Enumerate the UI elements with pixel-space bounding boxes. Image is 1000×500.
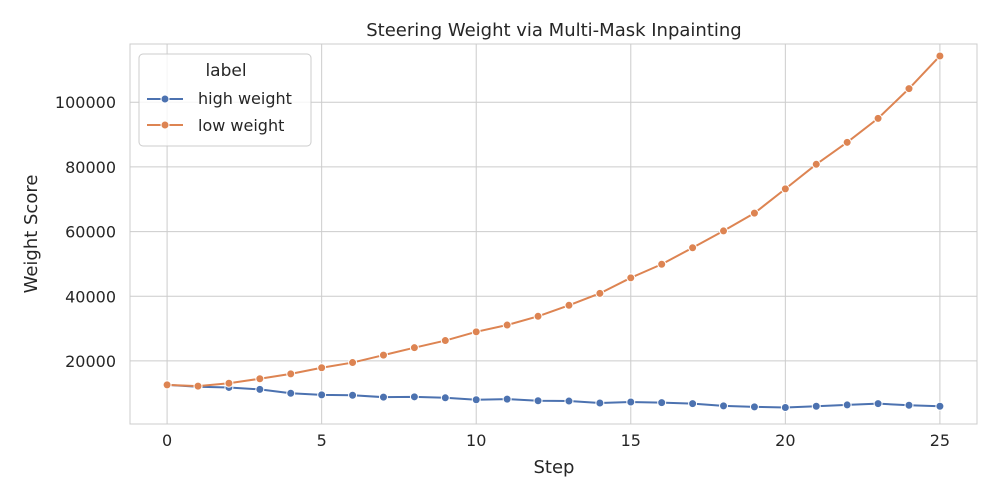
data-point-high-weight (811, 401, 821, 411)
data-point-high-weight (317, 390, 327, 400)
data-point-low-weight (502, 320, 512, 330)
data-point-low-weight (162, 380, 172, 390)
legend-title: label (205, 61, 246, 81)
data-point-low-weight (224, 378, 234, 388)
data-point-high-weight (348, 390, 358, 400)
legend-label-low-weight: low weight (198, 116, 284, 135)
data-point-low-weight (286, 369, 296, 379)
x-tick-label: 5 (317, 431, 327, 450)
y-tick-label: 40000 (65, 287, 116, 306)
y-tick-labels: 20000 40000 60000 80000 100000 (55, 93, 116, 371)
data-point-high-weight (842, 400, 852, 410)
x-tick-label: 20 (775, 431, 795, 450)
x-tick-label: 10 (466, 431, 486, 450)
y-tick-label: 20000 (65, 352, 116, 371)
data-point-high-weight (502, 394, 512, 404)
data-point-high-weight (533, 396, 543, 406)
data-point-high-weight (780, 403, 790, 413)
data-point-low-weight (935, 51, 945, 61)
y-tick-label: 80000 (65, 158, 116, 177)
data-point-high-weight (440, 393, 450, 403)
legend-label-high-weight: high weight (198, 89, 292, 108)
data-point-low-weight (749, 208, 759, 218)
legend-marker-high-weight (160, 94, 170, 104)
x-tick-label: 15 (621, 431, 641, 450)
y-axis-label: Weight Score (21, 175, 42, 294)
data-point-high-weight (409, 392, 419, 402)
series-layer (162, 51, 945, 413)
data-point-high-weight (564, 396, 574, 406)
data-point-low-weight (255, 374, 265, 384)
data-point-low-weight (378, 350, 388, 360)
data-point-low-weight (193, 381, 203, 391)
x-tick-label: 0 (162, 431, 172, 450)
data-point-high-weight (873, 399, 883, 409)
data-point-low-weight (719, 226, 729, 236)
legend: label high weight low weight (138, 53, 312, 147)
data-point-low-weight (842, 137, 852, 147)
series-line-low-weight (167, 55, 941, 388)
x-tick-label: 25 (930, 431, 950, 450)
data-point-low-weight (904, 84, 914, 94)
data-point-high-weight (657, 398, 667, 408)
data-point-high-weight (935, 401, 945, 411)
data-point-low-weight (873, 113, 883, 123)
data-point-high-weight (688, 399, 698, 409)
data-point-low-weight (564, 300, 574, 310)
y-tick-label: 100000 (55, 93, 116, 112)
grid-lines (130, 44, 977, 424)
y-tick-label: 60000 (65, 223, 116, 242)
chart-title: Steering Weight via Multi-Mask Inpaintin… (366, 20, 741, 41)
data-point-high-weight (286, 388, 296, 398)
data-point-high-weight (626, 397, 636, 407)
data-point-low-weight (317, 363, 327, 373)
x-axis-label: Step (534, 457, 575, 478)
data-point-low-weight (440, 336, 450, 346)
data-point-high-weight (904, 400, 914, 410)
data-point-low-weight (688, 243, 698, 253)
data-point-low-weight (471, 327, 481, 337)
x-tick-labels: 0 5 10 15 20 25 (162, 431, 950, 450)
data-point-low-weight (533, 311, 543, 321)
legend-marker-low-weight (160, 120, 170, 130)
data-point-low-weight (348, 358, 358, 368)
data-point-high-weight (471, 395, 481, 405)
series-low-weight (162, 51, 945, 391)
data-point-low-weight (811, 159, 821, 169)
data-point-low-weight (780, 184, 790, 194)
data-point-high-weight (719, 401, 729, 411)
legend-box (138, 53, 312, 147)
data-point-low-weight (595, 288, 605, 298)
data-point-low-weight (626, 273, 636, 283)
data-point-low-weight (657, 259, 667, 269)
data-point-low-weight (409, 343, 419, 353)
series-line-high-weight (167, 383, 940, 409)
data-point-high-weight (595, 398, 605, 408)
data-point-high-weight (255, 384, 265, 394)
data-point-high-weight (378, 392, 388, 402)
data-point-high-weight (749, 402, 759, 412)
